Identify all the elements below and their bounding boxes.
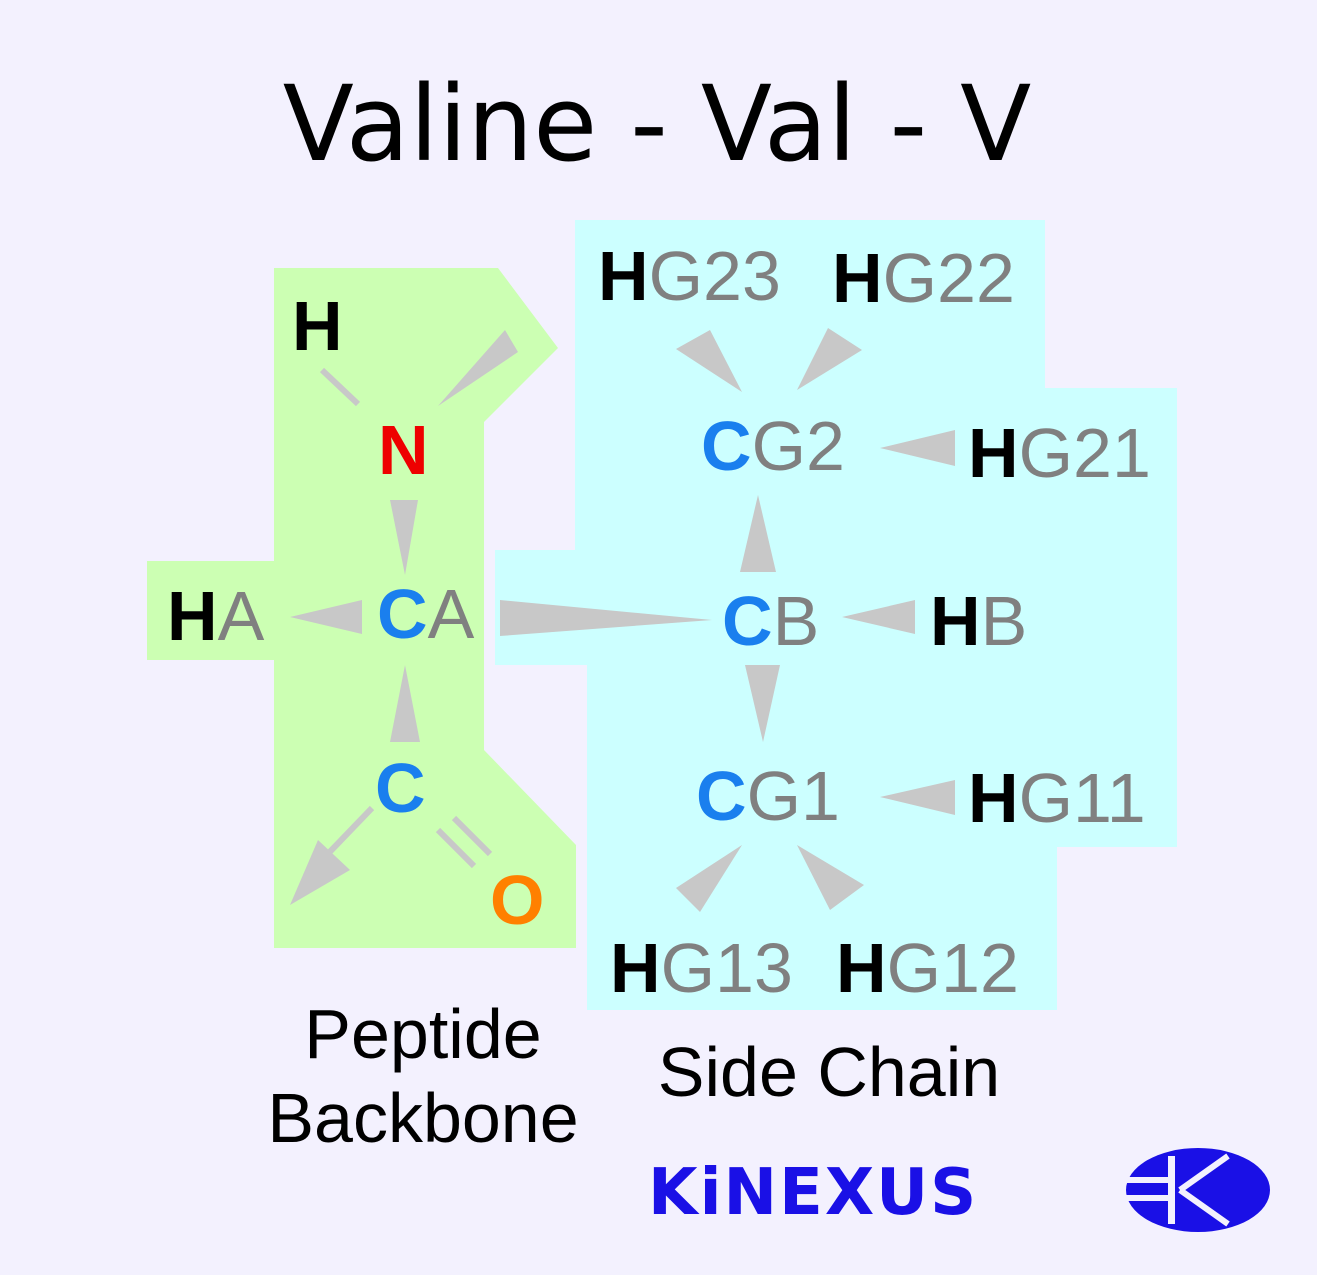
atom-c: C — [375, 749, 426, 827]
bond-c-o-1 — [435, 827, 477, 869]
bond-n-h — [319, 367, 361, 407]
atom-hb: HB — [930, 582, 1027, 660]
bonds — [290, 328, 955, 912]
bond-c-ca — [390, 665, 420, 742]
bond-ca-ha — [290, 600, 362, 634]
backbone-label-line2: Backbone — [267, 1079, 578, 1157]
bond-c-next — [319, 805, 375, 863]
bond-cg2-hg23 — [676, 330, 742, 392]
bond-ca-cb — [500, 600, 712, 636]
bond-c-next-head — [290, 840, 350, 905]
bond-cg2-hg22 — [797, 328, 862, 390]
kinexus-k-globe-icon — [1124, 1148, 1270, 1232]
atom-hg12: HG12 — [836, 929, 1019, 1007]
bond-n-ca — [390, 500, 418, 575]
atom-hg23: HG23 — [598, 237, 781, 315]
side-chain-region — [495, 220, 1177, 1010]
logo-text: KiNEXUS — [648, 1156, 978, 1230]
bond-cg2-hg21 — [880, 430, 955, 466]
kinexus-logo: KiNEXUS — [648, 1148, 1270, 1232]
backbone-label-line1: Peptide — [304, 995, 541, 1073]
atom-cg2: CG2 — [701, 407, 845, 485]
atom-ca: CA — [377, 575, 475, 653]
atom-hg21: HG21 — [968, 414, 1151, 492]
atom-cb: CB — [722, 582, 819, 660]
atom-h-amide: H — [292, 287, 343, 365]
atom-n: N — [378, 411, 429, 489]
atom-ha: HA — [167, 577, 265, 655]
atom-hg13: HG13 — [610, 929, 793, 1007]
bond-cb-cg1 — [745, 665, 780, 742]
bond-cg1-hg12 — [797, 845, 864, 910]
atom-o: O — [490, 861, 544, 939]
atom-hg22: HG22 — [832, 239, 1015, 317]
atom-labels: H N HA CA C O CB HB CG2 HG21 HG23 — [167, 237, 1151, 1007]
bond-c-o-2 — [451, 815, 493, 857]
side-chain-label: Side Chain — [658, 1033, 1000, 1111]
bond-cg1-hg13 — [676, 845, 742, 912]
bond-n-prev — [438, 330, 518, 406]
bond-cg1-hg11 — [880, 780, 955, 815]
atom-hg11: HG11 — [968, 759, 1146, 837]
bond-cb-cg2 — [740, 495, 776, 572]
atom-cg1: CG1 — [696, 757, 840, 835]
page-title: Valine - Val - V — [283, 63, 1032, 185]
bond-cb-hb — [842, 600, 915, 634]
